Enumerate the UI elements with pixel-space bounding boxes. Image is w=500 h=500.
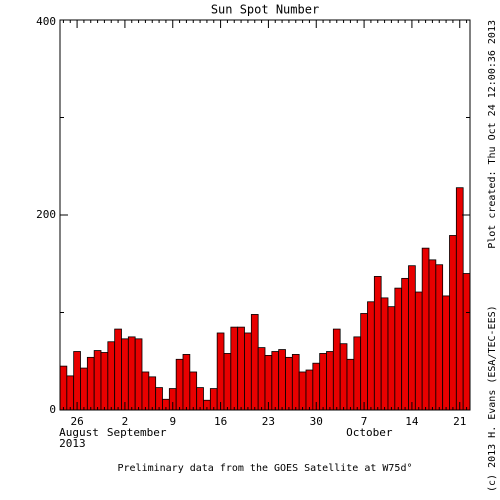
bar — [278, 349, 286, 411]
y-tick-label: 400 — [36, 15, 56, 28]
bar — [216, 332, 225, 411]
x-tick-label: 21 — [453, 415, 466, 428]
bar — [209, 388, 218, 411]
bar — [107, 341, 116, 411]
bar — [428, 259, 437, 411]
bar — [141, 371, 150, 411]
bar — [182, 354, 191, 411]
bar — [462, 273, 471, 411]
bar — [86, 356, 95, 411]
bar — [360, 313, 368, 411]
bar — [414, 291, 423, 411]
month-label: August — [59, 426, 99, 439]
bar — [339, 343, 348, 411]
bar — [305, 369, 314, 411]
x-tick-label: 26 — [70, 415, 83, 428]
bar — [353, 336, 362, 411]
bar — [285, 356, 293, 411]
bar — [175, 358, 184, 411]
plot-created: Plot created: Thu Oct 24 12:00:36 2013 — [487, 20, 498, 249]
bar — [257, 347, 266, 411]
bar — [421, 247, 430, 411]
x-tick-label: 9 — [169, 415, 176, 428]
bar — [114, 328, 122, 411]
y-tick-label: 0 — [49, 403, 56, 416]
x-tick-label: 14 — [405, 415, 419, 428]
bar — [93, 350, 102, 411]
bar — [223, 353, 232, 411]
bar — [237, 326, 245, 411]
bar — [155, 387, 163, 411]
bar — [100, 352, 109, 411]
month-label: October — [346, 426, 393, 439]
bar — [189, 371, 198, 411]
bar — [134, 338, 143, 411]
bar — [346, 358, 355, 411]
x-tick-label: 7 — [361, 415, 368, 428]
chart-title: Sun Spot Number — [211, 3, 319, 17]
bar — [367, 301, 375, 411]
bar — [319, 353, 327, 411]
x-tick-label: 23 — [262, 415, 275, 428]
year-label: 2013 — [59, 437, 85, 450]
bar — [332, 328, 341, 411]
bar — [80, 367, 88, 411]
bar — [449, 235, 457, 411]
bar — [455, 187, 464, 411]
x-tick-label: 2 — [122, 415, 129, 428]
bar — [298, 371, 307, 411]
bar — [66, 375, 75, 411]
bar — [394, 287, 403, 411]
x-tick-label: 30 — [310, 415, 323, 428]
bar — [291, 354, 300, 411]
bar — [271, 351, 280, 411]
bar — [408, 265, 416, 411]
footer: Preliminary data from the GOES Satellite… — [117, 463, 412, 474]
y-tick-label: 200 — [36, 208, 56, 221]
bar — [59, 365, 68, 411]
bar — [373, 276, 382, 411]
bar — [244, 332, 252, 411]
bar — [196, 387, 204, 411]
bar — [148, 376, 157, 411]
bar — [442, 295, 450, 411]
x-tick-label: 16 — [214, 415, 227, 428]
bar — [250, 314, 259, 411]
bar — [387, 306, 396, 411]
copyright: (c) 2013 H. Evans (ESA/TEC-EES) — [487, 305, 498, 492]
bar — [326, 351, 334, 411]
bar — [401, 277, 409, 411]
bar — [73, 351, 81, 411]
bar — [264, 354, 273, 411]
month-label: September — [107, 426, 167, 439]
bar — [435, 264, 444, 411]
bar — [127, 336, 136, 411]
bar — [230, 326, 239, 411]
bar — [380, 297, 389, 411]
bar — [121, 338, 129, 411]
